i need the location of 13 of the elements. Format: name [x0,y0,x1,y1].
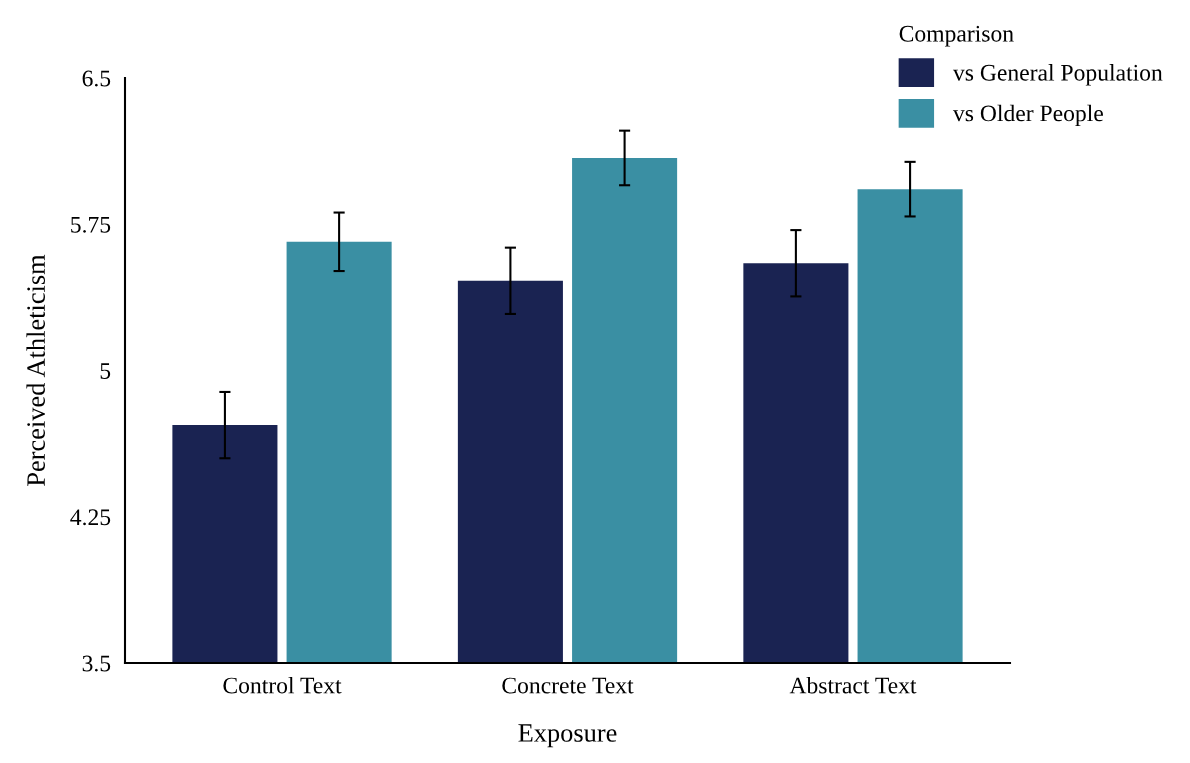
y-tick-label: 5 [100,363,111,379]
y-tick-label: 3.5 [82,655,111,672]
x-tick-label: Control Text [223,676,342,694]
legend-title: Comparison [899,25,1014,47]
y-tick-label: 5.75 [71,216,111,233]
y-tick-label: 6.5 [82,70,111,87]
legend-label: vs General Population [952,64,1163,86]
x-tick-label: Concrete Text [502,677,634,694]
y-axis-title: Perceived Athleticism [26,254,45,486]
y-tick-label: 4.25 [70,509,111,526]
legend-label: vs Older People [952,104,1103,127]
x-axis-title: Exposure [518,724,617,748]
x-tick-label: Abstract Text [789,676,917,694]
